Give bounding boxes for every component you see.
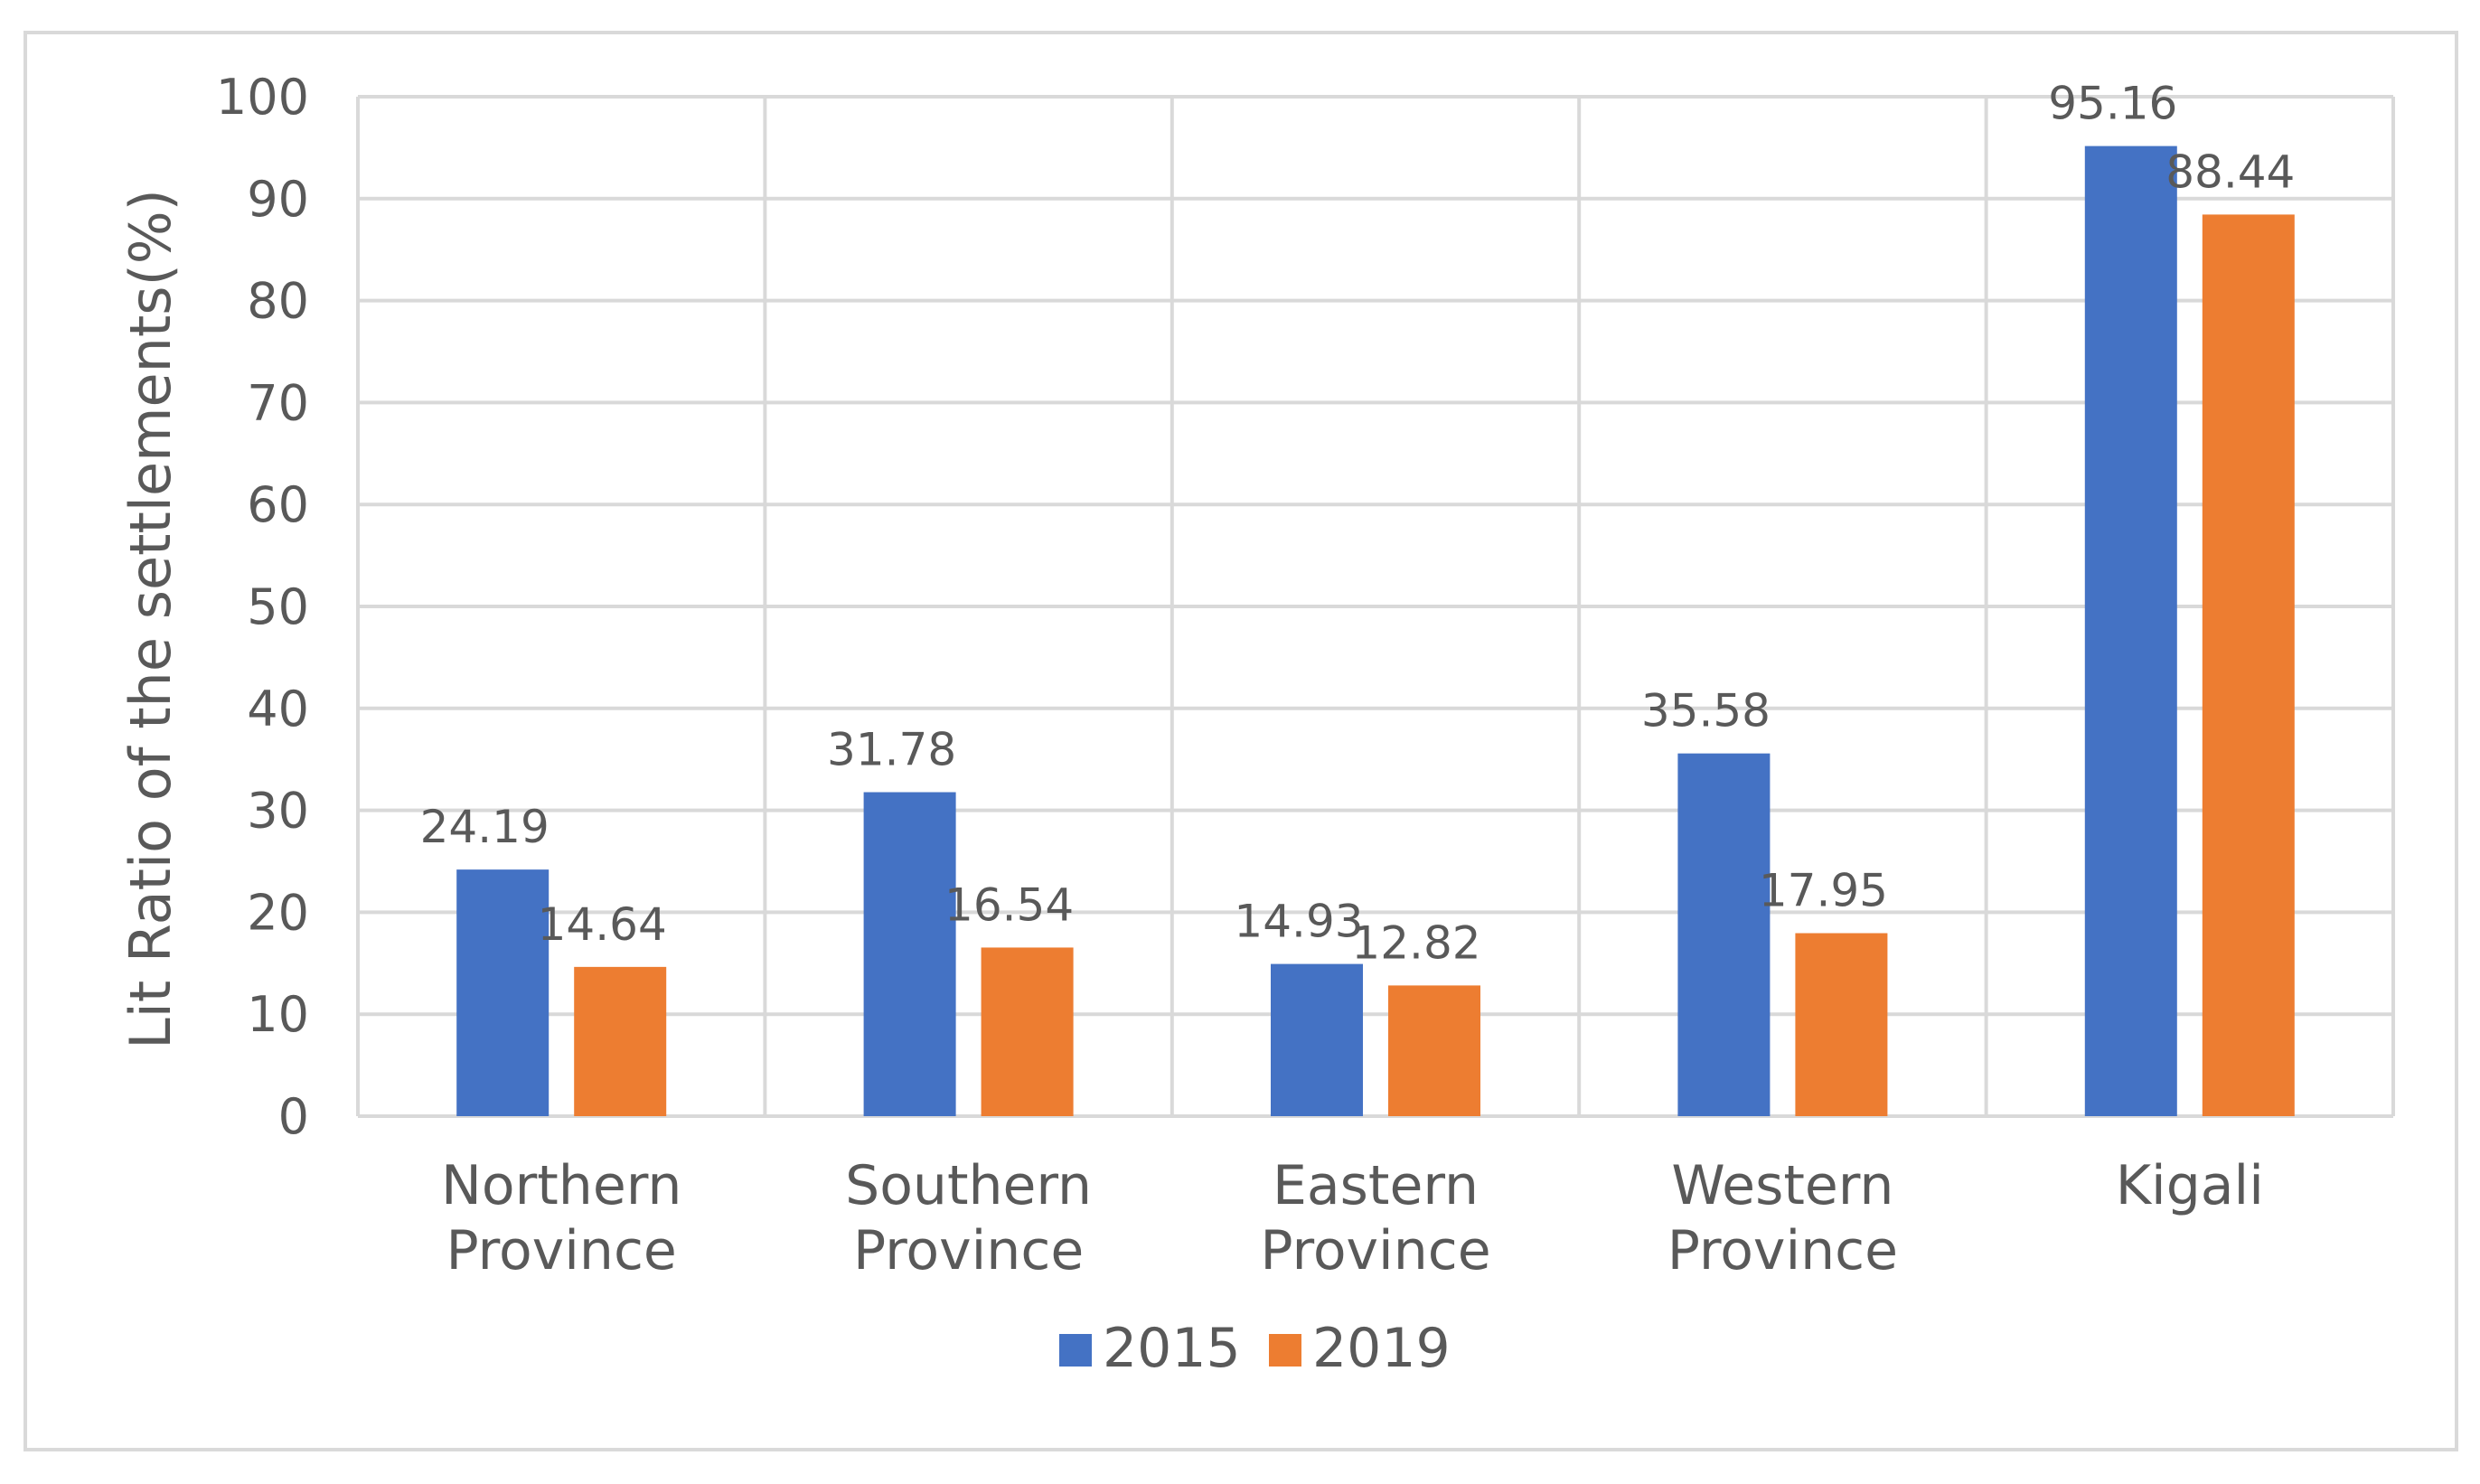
x-category-label: Province bbox=[1260, 1219, 1490, 1282]
data-label-2019-2: 12.82 bbox=[1351, 916, 1480, 969]
chart-border bbox=[23, 31, 2458, 1451]
data-label-2019-4: 88.44 bbox=[2165, 146, 2295, 198]
bar-2019-4 bbox=[2202, 214, 2295, 1117]
y-tick-label: 100 bbox=[216, 69, 309, 126]
legend-label-2015: 2015 bbox=[1103, 1317, 1241, 1380]
y-tick-label: 20 bbox=[247, 884, 309, 941]
bar-2015-4 bbox=[2084, 146, 2177, 1116]
y-tick-label: 30 bbox=[247, 783, 309, 840]
y-axis-title: Lit Ratio of the settlements(%) bbox=[117, 189, 183, 1049]
x-category-label: Province bbox=[446, 1219, 677, 1282]
x-category-label: Kigali bbox=[2116, 1154, 2264, 1217]
bars bbox=[456, 146, 2295, 1117]
x-category-label: Eastern bbox=[1273, 1154, 1479, 1217]
bar-2019-3 bbox=[1795, 933, 1888, 1116]
x-category-label: Northern bbox=[441, 1154, 681, 1217]
data-label-2015-3: 35.58 bbox=[1641, 685, 1771, 737]
y-tick-label: 60 bbox=[247, 476, 309, 533]
y-tick-label: 0 bbox=[278, 1088, 309, 1145]
bar-2015-1 bbox=[863, 792, 956, 1116]
legend: 2015 2019 bbox=[1059, 1317, 1451, 1380]
gridlines bbox=[356, 95, 2395, 1118]
legend-swatch-2015 bbox=[1059, 1334, 1092, 1367]
y-tick-label: 90 bbox=[247, 171, 309, 228]
bar-2019-2 bbox=[1388, 985, 1480, 1116]
y-tick-label: 50 bbox=[247, 578, 309, 635]
data-label-2015-2: 14.93 bbox=[1234, 896, 1363, 948]
y-tick-label: 80 bbox=[247, 273, 309, 330]
x-axis-categories: NorthernProvinceSouthernProvinceEasternP… bbox=[441, 1154, 2264, 1282]
data-label-2015-0: 24.19 bbox=[420, 801, 550, 853]
x-category-label: Southern bbox=[845, 1154, 1092, 1217]
bar-2015-0 bbox=[456, 869, 550, 1116]
data-label-2015-1: 31.78 bbox=[827, 724, 956, 776]
data-label-2019-1: 16.54 bbox=[944, 878, 1074, 931]
y-tick-label: 70 bbox=[247, 374, 309, 431]
bar-2019-0 bbox=[574, 966, 667, 1116]
x-category-label: Province bbox=[853, 1219, 1084, 1282]
bar-2015-3 bbox=[1677, 753, 1771, 1116]
x-category-label: Western bbox=[1671, 1154, 1893, 1217]
data-labels: 24.19 31.78 14.93 35.58 95.16 14.64 16.54 12.82… bbox=[420, 78, 2296, 970]
y-tick-label: 40 bbox=[247, 681, 309, 737]
bar-2019-1 bbox=[981, 947, 1074, 1116]
y-axis-ticks: 0 10 20 30 40 50 60 70 80 90 100 bbox=[216, 69, 309, 1145]
bar-2015-2 bbox=[1271, 963, 1363, 1116]
data-label-2019-3: 17.95 bbox=[1759, 865, 1888, 917]
legend-swatch-2019 bbox=[1269, 1334, 1301, 1367]
y-tick-label: 10 bbox=[247, 986, 309, 1043]
x-category-label: Province bbox=[1667, 1219, 1898, 1282]
data-label-2015-4: 95.16 bbox=[2048, 78, 2177, 130]
legend-label-2019: 2019 bbox=[1312, 1317, 1451, 1380]
data-label-2019-0: 14.64 bbox=[538, 898, 667, 951]
